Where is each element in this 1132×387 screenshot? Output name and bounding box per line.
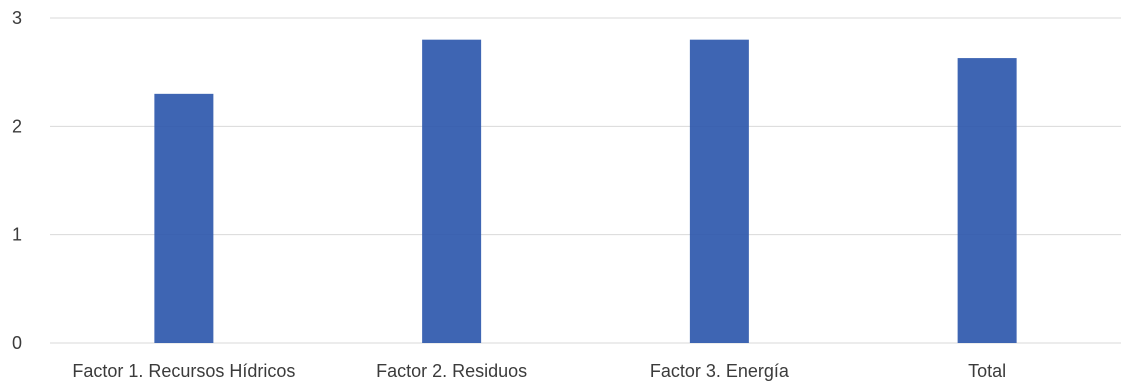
bar-3 [689,39,749,344]
x-category-label: Total [968,361,1006,381]
y-tick-label: 2 [12,116,22,136]
bar-4 [957,58,1017,343]
x-category-label: Factor 2. Residuos [376,361,527,381]
bars [154,39,1017,344]
x-category-label: Factor 1. Recursos Hídricos [72,361,295,381]
gridlines [50,17,1121,344]
x-axis-category-labels: Factor 1. Recursos Hídricos Factor 2. Res… [72,361,1006,381]
bar-1 [154,93,214,343]
x-category-label: Factor 3. Energía [650,361,790,381]
y-tick-label: 0 [12,333,22,353]
y-tick-label: 3 [12,8,22,28]
y-tick-label: 1 [12,225,22,245]
y-axis-tick-labels: 0 1 2 3 [12,8,22,353]
bar-2 [422,39,482,344]
